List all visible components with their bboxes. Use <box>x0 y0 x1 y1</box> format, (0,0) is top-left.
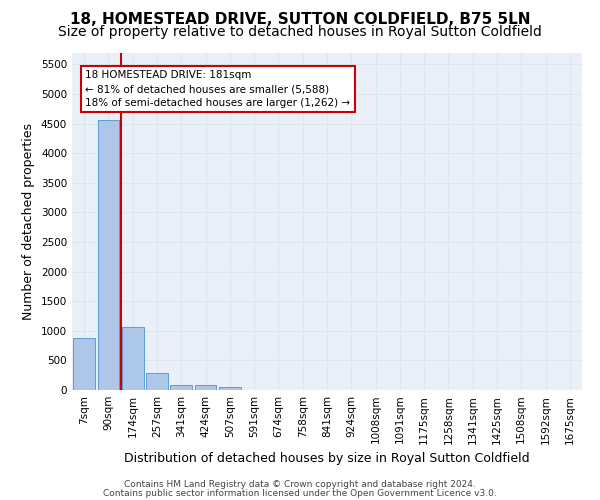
Bar <box>97 120 119 390</box>
Bar <box>73 338 95 390</box>
Text: 18, HOMESTEAD DRIVE, SUTTON COLDFIELD, B75 5LN: 18, HOMESTEAD DRIVE, SUTTON COLDFIELD, B… <box>70 12 530 28</box>
Bar <box>170 384 192 390</box>
Bar <box>146 373 168 390</box>
Text: Contains HM Land Registry data © Crown copyright and database right 2024.: Contains HM Land Registry data © Crown c… <box>124 480 476 489</box>
Bar <box>219 387 241 390</box>
Bar <box>122 327 143 390</box>
Text: Contains public sector information licensed under the Open Government Licence v3: Contains public sector information licen… <box>103 488 497 498</box>
Text: 18 HOMESTEAD DRIVE: 181sqm
← 81% of detached houses are smaller (5,588)
18% of s: 18 HOMESTEAD DRIVE: 181sqm ← 81% of deta… <box>85 70 350 108</box>
Y-axis label: Number of detached properties: Number of detached properties <box>22 122 35 320</box>
X-axis label: Distribution of detached houses by size in Royal Sutton Coldfield: Distribution of detached houses by size … <box>124 452 530 465</box>
Bar <box>194 384 217 390</box>
Text: Size of property relative to detached houses in Royal Sutton Coldfield: Size of property relative to detached ho… <box>58 25 542 39</box>
